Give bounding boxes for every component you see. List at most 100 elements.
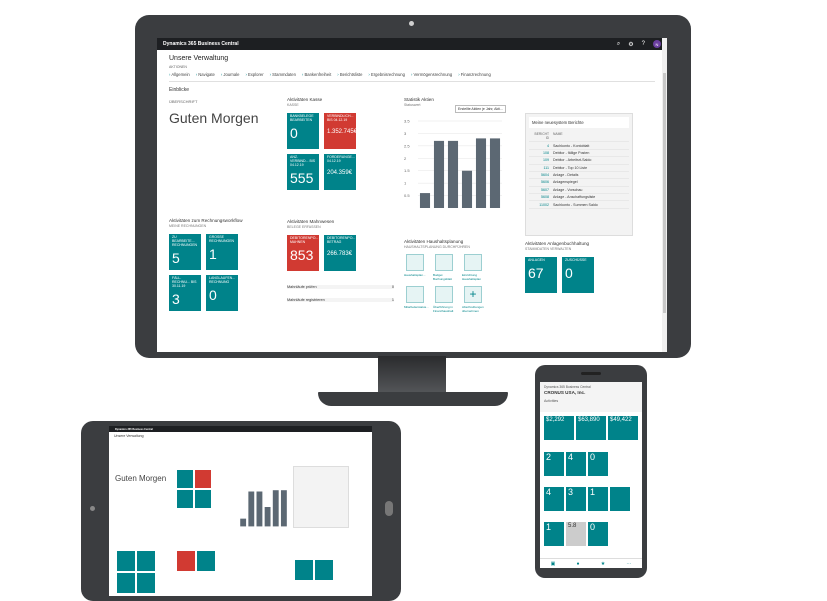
chart-bar[interactable]: [272, 490, 279, 527]
statistik-dropdown[interactable]: Erstellte Aktien je Jahr, Akti...: [455, 105, 506, 113]
tile-debitoren-betrag[interactable]: DEBITORENPO... BETRAG 266.783€: [324, 235, 356, 271]
tile-forderungen[interactable]: FORDERUNGE... 04.12.19 204.359€: [324, 154, 356, 190]
mitarbeiter-link[interactable]: Mitarbeiterstatus...: [404, 305, 429, 309]
phone-kpi-tile[interactable]: $63,890: [576, 416, 606, 440]
list-item[interactable]: 5608 Anlage - Anschaffungsliste: [529, 194, 629, 202]
tile-anlagen[interactable]: ANLAGEN 67: [525, 257, 557, 293]
action-explorer[interactable]: Explorer: [245, 72, 264, 77]
tile-langlaufende[interactable]: LANGLAUFEN... RECHNUNG 0: [206, 275, 238, 311]
tile-label: DEBITORENPO... MAHNEN: [290, 236, 319, 244]
chart-bar[interactable]: [461, 170, 473, 208]
more-icon[interactable]: ⋯: [626, 560, 632, 567]
phone-tile[interactable]: 1: [588, 487, 608, 511]
mahnlaeufe-registrieren[interactable]: Mahnläufe registrieren 1: [287, 298, 394, 302]
einrichtung-link[interactable]: Einrichtung Haushaltsplan: [462, 273, 482, 281]
list-item[interactable]: 11002 Sachkonto - Summen Saldo: [529, 201, 629, 209]
star-icon[interactable]: ★: [600, 560, 606, 567]
budget-link[interactable]: Budget Buchungsblatt: [433, 273, 453, 281]
action-berichtsliste[interactable]: Berichtsliste: [337, 72, 363, 77]
action-journale[interactable]: Journale: [221, 72, 239, 77]
help-icon[interactable]: ?: [641, 41, 645, 47]
scrollbar[interactable]: [662, 38, 667, 352]
action-allgemein[interactable]: Allgemein: [169, 72, 189, 77]
phone-tile[interactable]: 0: [588, 452, 608, 476]
tile-verbindlich[interactable]: VERBINDLICH... BIS 04.12.19 1.352.745€: [324, 113, 358, 149]
action-finanzrechnung[interactable]: Finanzrechnung: [458, 72, 491, 77]
haushaltsplan-icon[interactable]: [406, 254, 424, 271]
haushalt-title: Aktivitäten Haushaltsplanung HAUSHALTSPLA…: [404, 239, 470, 249]
tablet-app-bar: Dynamics 365 Business Central: [109, 426, 372, 432]
action-bankenfreiheit[interactable]: Bankenfreiheit: [302, 72, 331, 77]
tile-label: BANKBELEGE BEARBEITEN: [290, 114, 314, 122]
phone-tile[interactable]: 0: [588, 522, 608, 546]
tile-anz-verbind[interactable]: ANZ. VERBIND... BIS 04.12.19 555: [287, 154, 319, 190]
action-navigate[interactable]: Navigate: [196, 72, 215, 77]
y-tick-label: 0.5: [404, 193, 410, 198]
haushalt-link[interactable]: Haushaltsplan...: [404, 273, 426, 277]
ueberfuehrung-icon[interactable]: [435, 286, 453, 303]
phone-tile[interactable]: 2: [544, 452, 564, 476]
phone-tile[interactable]: 5.8: [566, 522, 586, 546]
einrichtung-icon[interactable]: [464, 254, 482, 271]
tablet-tile: [315, 560, 333, 580]
chart-bar[interactable]: [264, 507, 271, 527]
list-item[interactable]: 5606 Anlagenspiegel: [529, 179, 629, 187]
people-icon[interactable]: ●: [576, 560, 580, 567]
tablet-chart: [240, 490, 287, 527]
chart-bar[interactable]: [280, 490, 287, 527]
phone-tile[interactable]: 1: [544, 522, 564, 546]
list-item[interactable]: 111 Debitor - Top 10 Liste: [529, 165, 629, 172]
tile-debitoren-mahnen[interactable]: DEBITORENPO... MAHNEN 853: [287, 235, 319, 271]
list-item[interactable]: 109 Debitor - Arbeitsrt-Saldo: [529, 157, 629, 165]
action-ergebnisrechnung[interactable]: Ergebnisrechnung: [368, 72, 405, 77]
list-item[interactable]: 108 Debitor - fällige Posten: [529, 150, 629, 158]
avatar[interactable]: N: [653, 40, 661, 48]
phone-kpi-tile[interactable]: $49,422: [608, 416, 638, 440]
phone-tile[interactable]: 4: [544, 487, 564, 511]
phone-speaker: [581, 372, 601, 375]
tile-faellige-rechnungen[interactable]: FÄLL. RECHNU... BIS 30.11.19 3: [169, 275, 201, 311]
plus-icon[interactable]: +: [464, 286, 482, 303]
link-value: 1: [391, 298, 394, 302]
tile-zu-bearbeiten[interactable]: ZU BEARBEITE... RECHNUNGEN 5: [169, 234, 201, 270]
phone-company: CRONUS USA, Inc.: [544, 390, 586, 395]
chart-bar[interactable]: [433, 140, 445, 208]
chart-bar[interactable]: [419, 193, 431, 208]
chart-bar[interactable]: [240, 518, 247, 527]
phone-tile[interactable]: [610, 487, 630, 511]
tile-value: 1.352.745€: [327, 128, 358, 135]
gear-icon[interactable]: ⚙: [628, 41, 634, 48]
berichte-title[interactable]: Meine neuesystem Berichte: [529, 117, 629, 128]
phone-kpi-tile[interactable]: $2,292: [544, 416, 574, 440]
mitarbeiter-icon[interactable]: [406, 286, 424, 303]
phone-tile[interactable]: 3: [566, 487, 586, 511]
report-id: 5604: [541, 173, 549, 178]
tile-bankbelege[interactable]: BANKBELEGE BEARBEITEN 0: [287, 113, 319, 149]
action-vermoegensrechnung[interactable]: Vermögensrechnung: [411, 72, 453, 77]
desktop-monitor: Dynamics 365 Business Central ⌕ ⚙ ? N Un…: [135, 15, 691, 358]
action-stammdaten[interactable]: Stammdaten: [270, 72, 296, 77]
mahnlaeufe-pruefen[interactable]: Mahnläufe prüfen 0: [287, 285, 394, 289]
tile-grosse-rechnungen[interactable]: GROSSE RECHNUNGEN 1: [206, 234, 238, 270]
list-item[interactable]: 4 Sachkonto - Kontoblatt: [529, 142, 629, 150]
budget-icon[interactable]: [435, 254, 453, 271]
section-title: Einblicke: [169, 87, 190, 93]
list-item[interactable]: 5607 Anlage - Vorschau: [529, 187, 629, 194]
list-item[interactable]: 5604 Anlage - Details: [529, 172, 629, 180]
chart-bar[interactable]: [475, 138, 487, 208]
home-icon[interactable]: ▣: [550, 560, 556, 567]
tile-zuschuesse[interactable]: ZUSCHÜSSE 0: [562, 257, 594, 293]
abschreibungen-link[interactable]: Abschreibungen übernehmen: [462, 305, 484, 313]
col-name: NAME: [553, 132, 563, 137]
phone-tile[interactable]: 4: [566, 452, 586, 476]
ueberfuehrung-link[interactable]: Überführung in Finanzhaushalt: [433, 305, 454, 313]
chart-bar[interactable]: [248, 491, 255, 527]
chart-bar[interactable]: [256, 491, 263, 527]
scrollbar-thumb[interactable]: [663, 73, 666, 313]
kasse-subtitle: KASSE: [287, 103, 299, 107]
chart-bar[interactable]: [489, 138, 501, 208]
chart-bar[interactable]: [447, 140, 459, 208]
search-icon[interactable]: ⌕: [616, 40, 621, 47]
phone-tab[interactable]: Activities: [544, 399, 559, 403]
report-name: Debitor - Top 10 Liste: [553, 165, 588, 170]
